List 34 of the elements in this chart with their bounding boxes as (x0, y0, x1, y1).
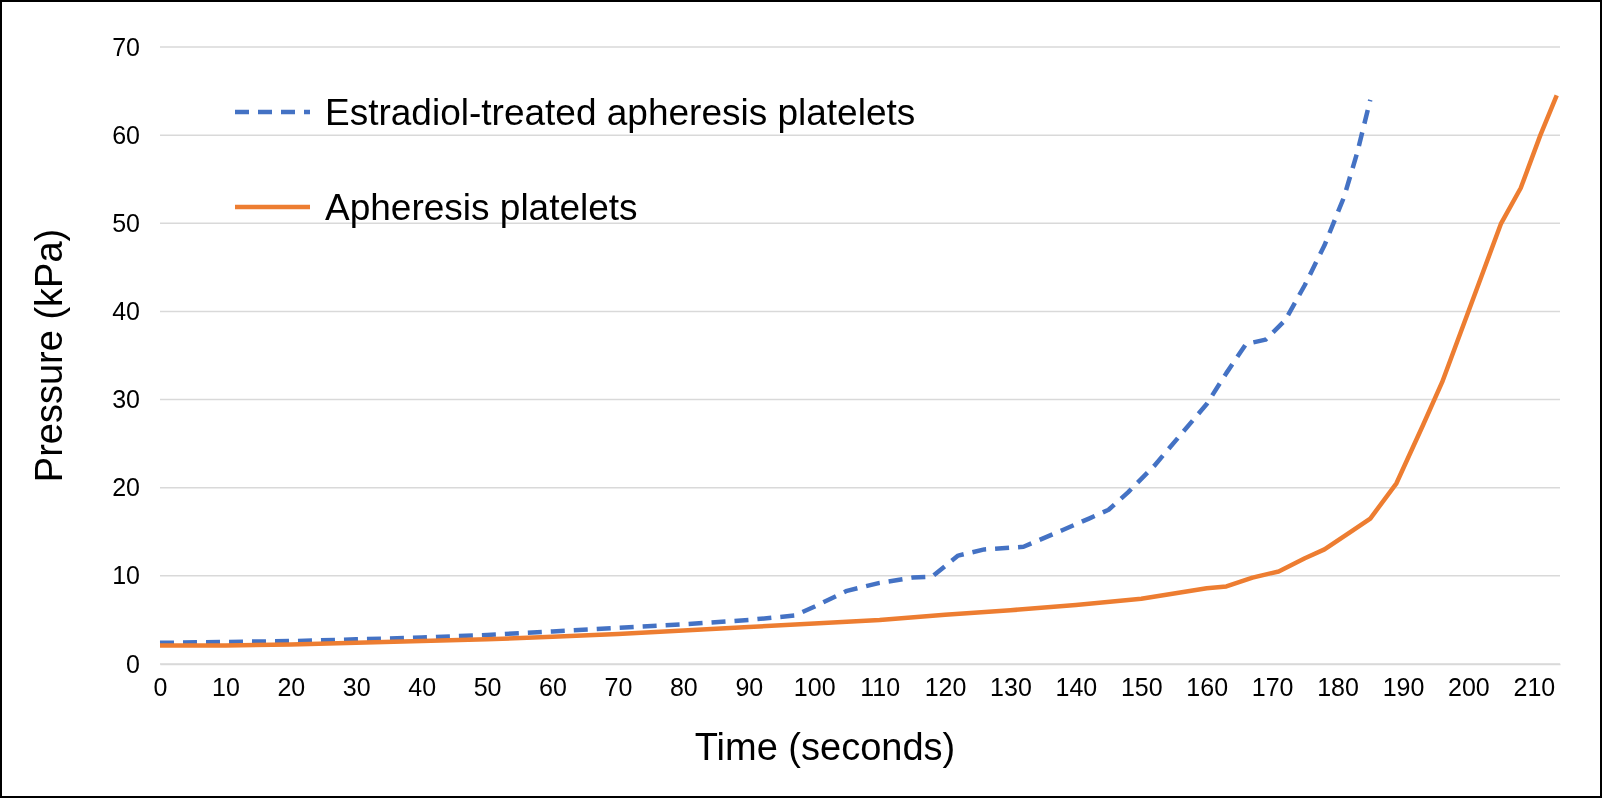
x-tick-label: 0 (153, 672, 168, 701)
y-axis-title: Pressure (kPa) (28, 228, 70, 483)
y-tick-label: 50 (112, 208, 140, 237)
x-tick-label: 210 (1513, 672, 1556, 701)
x-tick-label: 20 (277, 672, 306, 701)
y-tick-label: 70 (112, 32, 140, 61)
x-tick-label: 110 (860, 672, 901, 701)
legend-label: Estradiol-treated apheresis platelets (325, 92, 916, 133)
x-tick-label: 170 (1251, 672, 1294, 701)
x-tick-label: 10 (212, 672, 240, 701)
x-tick-label: 130 (990, 672, 1032, 701)
y-tick-label: 20 (112, 473, 140, 502)
legend-label: Apheresis platelets (325, 187, 638, 228)
x-tick-label: 60 (539, 672, 567, 701)
y-tick-label: 40 (112, 296, 140, 325)
y-tick-label: 0 (126, 649, 140, 678)
x-tick-label: 70 (604, 672, 633, 701)
x-tick-label: 160 (1186, 672, 1229, 701)
x-tick-label: 190 (1382, 672, 1425, 701)
x-tick-label: 180 (1317, 672, 1359, 701)
y-tick-label: 30 (112, 385, 140, 414)
x-tick-label: 100 (793, 672, 836, 701)
x-tick-label: 90 (735, 672, 764, 701)
y-tick-label: 60 (112, 120, 140, 149)
x-tick-label: 140 (1055, 672, 1098, 701)
x-tick-label: 120 (924, 672, 967, 701)
x-tick-label: 50 (473, 672, 502, 701)
x-axis-title: Time (seconds) (694, 726, 956, 768)
x-tick-label: 40 (408, 672, 437, 701)
x-tick-label: 80 (669, 672, 698, 701)
y-tick-label: 10 (112, 561, 140, 590)
x-tick-label: 200 (1448, 672, 1490, 701)
x-tick-label: 150 (1120, 672, 1163, 701)
x-tick-label: 30 (342, 672, 371, 701)
